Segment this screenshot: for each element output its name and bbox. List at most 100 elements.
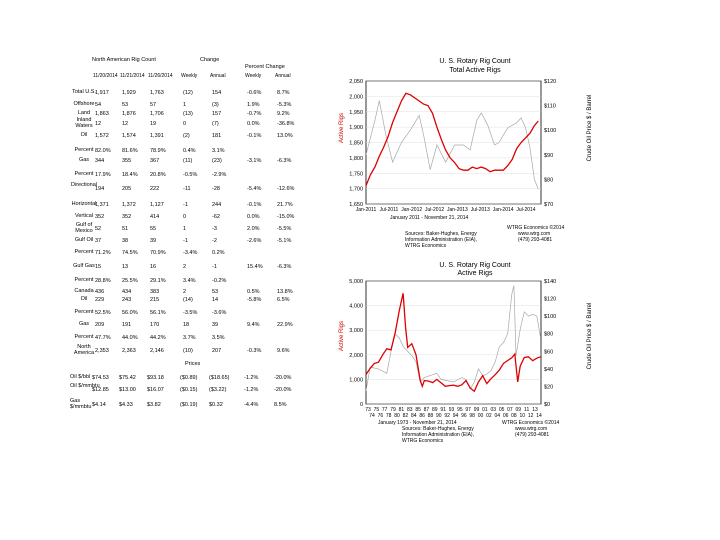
y-tick-left: 2,000 [349, 94, 363, 100]
table-cell: (14) [183, 297, 193, 303]
table-cell: 181 [212, 133, 222, 139]
table-cell: 2 [183, 289, 187, 295]
table-cell: -1 [212, 264, 217, 270]
row-label: Canada [74, 288, 94, 294]
table-cell: -12.6% [277, 186, 295, 192]
price-cell: ($3.22) [209, 387, 227, 393]
row-label: Gas [78, 157, 90, 163]
table-cell: 1,574 [122, 133, 136, 139]
table-cell: (2) [183, 133, 190, 139]
table-cell: 28.8% [95, 278, 111, 284]
table-cell: 54 [95, 102, 102, 108]
row-label: Percent [74, 334, 94, 340]
column-header: Weekly [181, 73, 198, 79]
table-cell: 1,391 [150, 133, 164, 139]
x-tick: 08 [511, 413, 517, 419]
row-label: Oil [80, 132, 88, 138]
table-cell: -0.3% [247, 348, 262, 354]
table-cell: 47.7% [95, 335, 111, 341]
y-tick-right: $100 [544, 128, 556, 134]
table-row: Total U.S. 1,917 1,929 1,763 (12) 154 -0.6% 8.7… [0, 89, 320, 100]
x-tick: 11 [524, 407, 529, 413]
table-cell: 1,127 [150, 202, 164, 208]
table-cell: (13) [183, 111, 193, 117]
table-row: Percent 52.5% 56.0% 56.1% -3.5% -3.6% [0, 309, 320, 320]
x-tick: 89 [432, 407, 438, 413]
y-tick-right: $80 [544, 332, 553, 338]
chart2-title: U. S. Rotary Rig Count [439, 262, 511, 269]
chart2-web: www.wtrg.com [515, 426, 548, 432]
table-cell: -5.8% [247, 297, 262, 303]
row-label: Inland Waters [75, 117, 93, 129]
table-cell: 9.6% [277, 348, 290, 354]
x-tick: 02 [486, 413, 492, 419]
table-cell: 0.4% [183, 148, 196, 154]
y-tick-right: $90 [544, 153, 553, 159]
table-row: Offshore 54 53 57 1 (3) 1.9% -5.3% [0, 101, 320, 112]
table-cell: -11 [183, 186, 191, 192]
column-header: Annual [210, 73, 226, 79]
table-cell: 0.0% [247, 121, 260, 127]
table-cell: 81.6% [122, 148, 138, 154]
table-cell: 2.0% [247, 226, 260, 232]
table-cell: 3.5% [212, 335, 225, 341]
x-tick: 06 [503, 413, 509, 419]
x-tick: 80 [394, 413, 400, 419]
chart2-plot: 5,000 4,000 3,000 2,000 1,000 0 $140 $120 $100 $8… [349, 279, 556, 419]
x-tick: 10 [520, 413, 526, 419]
x-tick: 91 [440, 407, 446, 413]
row-label: Percent [74, 147, 94, 153]
y-tick-left: 1,800 [349, 156, 363, 162]
table-cell: 0 [183, 121, 187, 127]
table-cell: 229 [95, 297, 105, 303]
row-label: Gulf of Mexico [75, 222, 93, 234]
price-cell: -20.0% [274, 375, 292, 381]
table-cell: 71.2% [95, 250, 111, 256]
x-tick: 87 [424, 407, 430, 413]
row-label: Percent [74, 249, 94, 255]
table-cell: 38 [122, 238, 129, 244]
x-tick: 96 [461, 413, 467, 419]
table-cell: 243 [122, 297, 132, 303]
x-tick: 13 [532, 407, 538, 413]
table-row: Gulf Oil 37 38 39 -1 -2 -2.6% -5.1% [0, 237, 320, 248]
table-row: Directional 194 205 222 -11 -28 -5.4% -12.6% [0, 182, 320, 196]
x-tick: 77 [382, 407, 388, 413]
table-cell: 209 [95, 322, 105, 328]
table-cell: 15.4% [247, 264, 263, 270]
x-tick: 88 [428, 413, 434, 419]
y-tick-right: $40 [544, 367, 553, 373]
table-cell: 44.0% [122, 335, 138, 341]
table-cell: 205 [122, 186, 132, 192]
table-cell: 157 [212, 111, 222, 117]
row-label: Gas [78, 321, 90, 327]
x-tick: 85 [415, 407, 421, 413]
table-cell: 194 [95, 186, 105, 192]
table-cell: 16 [150, 264, 157, 270]
table-cell: 434 [122, 289, 132, 295]
price-cell: $4.33 [119, 402, 133, 408]
price-row: Gas $/mmbtu $4.14 $4.33 $3.82 ($0.19) $0.32 -4… [0, 398, 320, 412]
table-cell: -6.3% [277, 158, 292, 164]
x-tick: 82 [403, 413, 409, 419]
table-cell: 222 [150, 186, 160, 192]
table-cell: -3 [212, 226, 217, 232]
x-tick: 95 [457, 407, 463, 413]
price-cell: $13.00 [119, 387, 136, 393]
table-cell: 344 [95, 158, 105, 164]
table-cell: 78.9% [150, 148, 166, 154]
x-tick: 75 [374, 407, 380, 413]
x-tick: 81 [399, 407, 405, 413]
table-cell: 13 [122, 264, 129, 270]
table-cell: 1,917 [95, 90, 109, 96]
table-cell: 13.0% [277, 133, 293, 139]
table-cell: 1,372 [122, 202, 136, 208]
table-cell: 3.1% [212, 148, 225, 154]
oil-price-line [365, 100, 539, 190]
rig-count-line [365, 92, 539, 186]
column-header: 11/20/2014 [93, 73, 118, 79]
table-row: Gas 209 191 170 18 39 9.4% 22.9% [0, 321, 320, 332]
table-cell: 57 [150, 102, 157, 108]
table-cell: -3.4% [183, 250, 198, 256]
y-tick-left: 2,050 [349, 79, 363, 85]
